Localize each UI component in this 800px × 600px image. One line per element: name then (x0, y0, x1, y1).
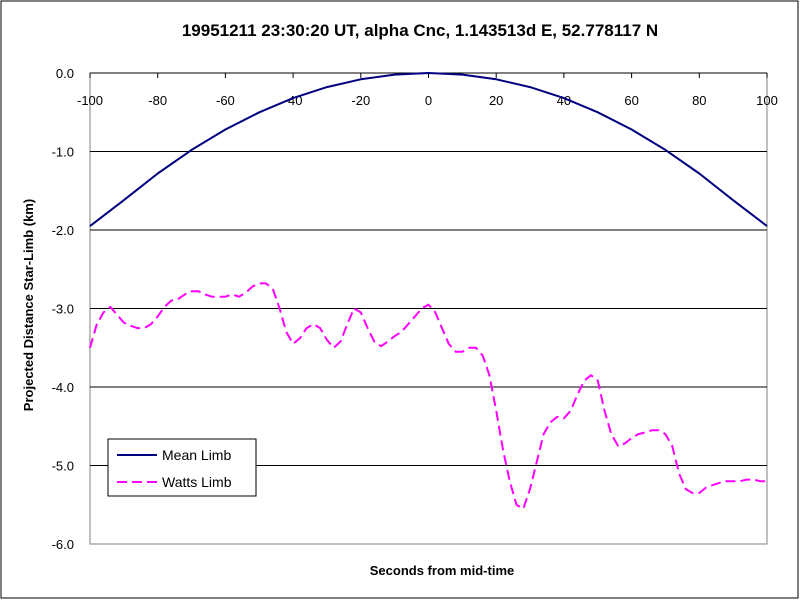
y-tick-labels: 0.0 -1.0 -2.0 -3.0 -4.0 -5.0 -6.0 (52, 66, 74, 552)
y-tick-label: -3.0 (52, 302, 74, 317)
x-tick-label: -60 (216, 93, 235, 108)
legend-label-mean-limb: Mean Limb (162, 447, 231, 463)
y-tick-label: -2.0 (52, 223, 74, 238)
y-tick-label: -6.0 (52, 537, 74, 552)
legend-box (107, 438, 257, 497)
x-tick-label: 20 (489, 93, 503, 108)
y-tick-label: -1.0 (52, 145, 74, 160)
y-tick-label: -5.0 (52, 459, 74, 474)
x-tick-label: 80 (692, 93, 706, 108)
x-tick-label: -20 (351, 93, 370, 108)
legend: Mean Limb Watts Limb (107, 438, 257, 497)
y-tick-label: -4.0 (52, 380, 74, 395)
x-tick-label: -100 (77, 93, 103, 108)
legend-label-watts-limb: Watts Limb (162, 474, 232, 490)
x-tick-label: -80 (148, 93, 167, 108)
y-axis-label: Projected Distance Star-Limb (km) (21, 199, 36, 411)
y-tick-label: 0.0 (56, 66, 74, 81)
x-axis-label: Seconds from mid-time (370, 563, 514, 578)
series-lines (89, 72, 768, 510)
x-tick-label: 100 (756, 93, 778, 108)
series-line-mean-limb (89, 72, 768, 227)
x-tick-label: 60 (624, 93, 638, 108)
x-tick-label: 0 (425, 93, 432, 108)
series-line-watts-limb (89, 282, 767, 510)
chart-title: 19951211 23:30:20 UT, alpha Cnc, 1.14351… (182, 21, 658, 40)
plot-area: 0.0 -1.0 -2.0 -3.0 -4.0 -5.0 -6.0 -100 -80 -60 -4… (52, 66, 778, 552)
